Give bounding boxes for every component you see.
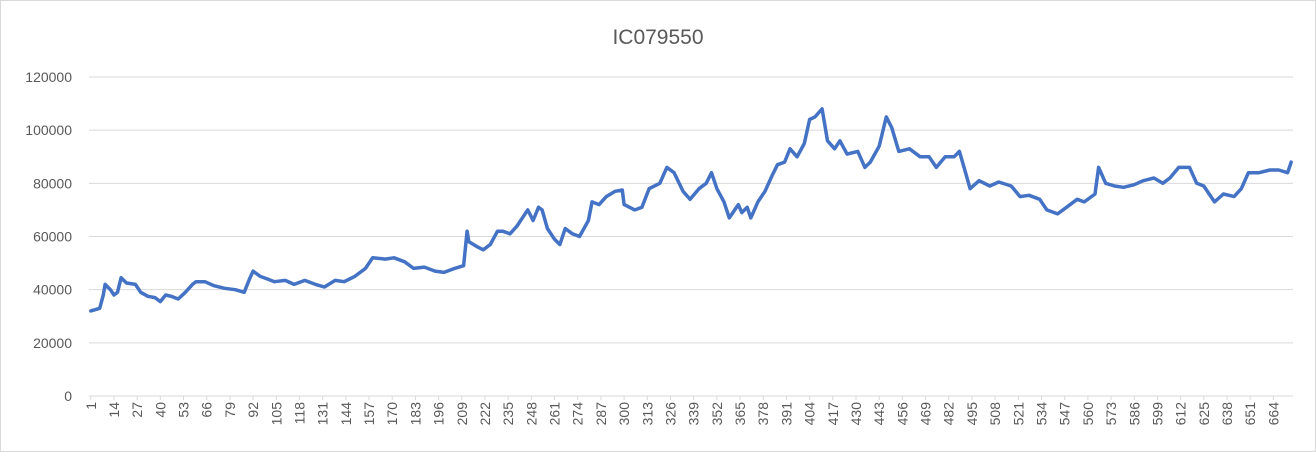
- x-tick-label: 261: [547, 402, 563, 426]
- x-tick-label: 1: [83, 402, 99, 410]
- x-tick-label: 638: [1219, 402, 1235, 426]
- x-tick-label: 664: [1265, 402, 1281, 426]
- x-tick-label: 92: [245, 402, 261, 418]
- x-tick-label: 170: [384, 402, 400, 426]
- x-tick-label: 14: [106, 402, 122, 418]
- x-tick-label: 313: [639, 402, 655, 426]
- x-tick-label: 300: [616, 402, 632, 426]
- x-tick-label: 222: [477, 402, 493, 426]
- x-tick-label: 534: [1033, 402, 1049, 426]
- y-tick-label: 120000: [25, 69, 72, 85]
- x-tick-label: 183: [407, 402, 423, 426]
- x-tick-label: 417: [825, 402, 841, 426]
- line-series: [89, 107, 1293, 313]
- x-tick-label: 157: [361, 402, 377, 426]
- y-tick-label: 100000: [25, 122, 72, 138]
- x-tick-label: 443: [871, 402, 887, 426]
- x-tick-label: 365: [732, 402, 748, 426]
- y-tick-label: 40000: [33, 282, 72, 298]
- x-tick-label: 144: [338, 402, 354, 426]
- x-tick-label: 274: [570, 402, 586, 426]
- x-tick-label: 560: [1080, 402, 1096, 426]
- x-tick-label: 404: [802, 402, 818, 426]
- x-tick-label: 495: [964, 402, 980, 426]
- x-tick-label: 521: [1010, 402, 1026, 426]
- x-tick-label: 66: [199, 402, 215, 418]
- x-tick-label: 625: [1196, 402, 1212, 426]
- x-tick-label: 586: [1126, 402, 1142, 426]
- y-tick-label: 60000: [33, 229, 72, 245]
- x-tick-label: 573: [1103, 402, 1119, 426]
- x-tick-label: 651: [1242, 402, 1258, 426]
- x-tick-label: 547: [1057, 402, 1073, 426]
- x-tick-label: 235: [500, 402, 516, 426]
- x-tick-label: 209: [454, 402, 470, 426]
- x-tick-label: 391: [778, 402, 794, 426]
- x-tick-label: 456: [894, 402, 910, 426]
- x-tick-label: 599: [1149, 402, 1165, 426]
- x-tick-label: 118: [291, 402, 307, 425]
- x-tick-label: 430: [848, 402, 864, 426]
- x-tick-label: 508: [987, 402, 1003, 426]
- x-tick-label: 248: [523, 402, 539, 426]
- x-tick-label: 469: [918, 402, 934, 426]
- x-tick-label: 27: [129, 402, 145, 418]
- x-tick-label: 40: [152, 402, 168, 418]
- x-tick-label: 53: [176, 402, 192, 418]
- x-tick-label: 326: [662, 402, 678, 426]
- x-tick-label: 378: [755, 402, 771, 426]
- x-tick-label: 131: [315, 402, 331, 426]
- x-tick-label: 612: [1173, 402, 1189, 426]
- x-tick-label: 287: [593, 402, 609, 426]
- x-tick-label: 352: [709, 402, 725, 426]
- x-tick-label: 339: [686, 402, 702, 426]
- chart-title: IC079550: [612, 26, 703, 49]
- x-tick-label: 482: [941, 402, 957, 426]
- x-tick-label: 196: [431, 402, 447, 426]
- x-tick-label: 105: [268, 402, 284, 426]
- y-tick-label: 80000: [33, 175, 72, 191]
- y-tick-label: 20000: [33, 335, 72, 351]
- y-tick-label: 0: [64, 388, 72, 404]
- x-tick-label: 79: [222, 402, 238, 418]
